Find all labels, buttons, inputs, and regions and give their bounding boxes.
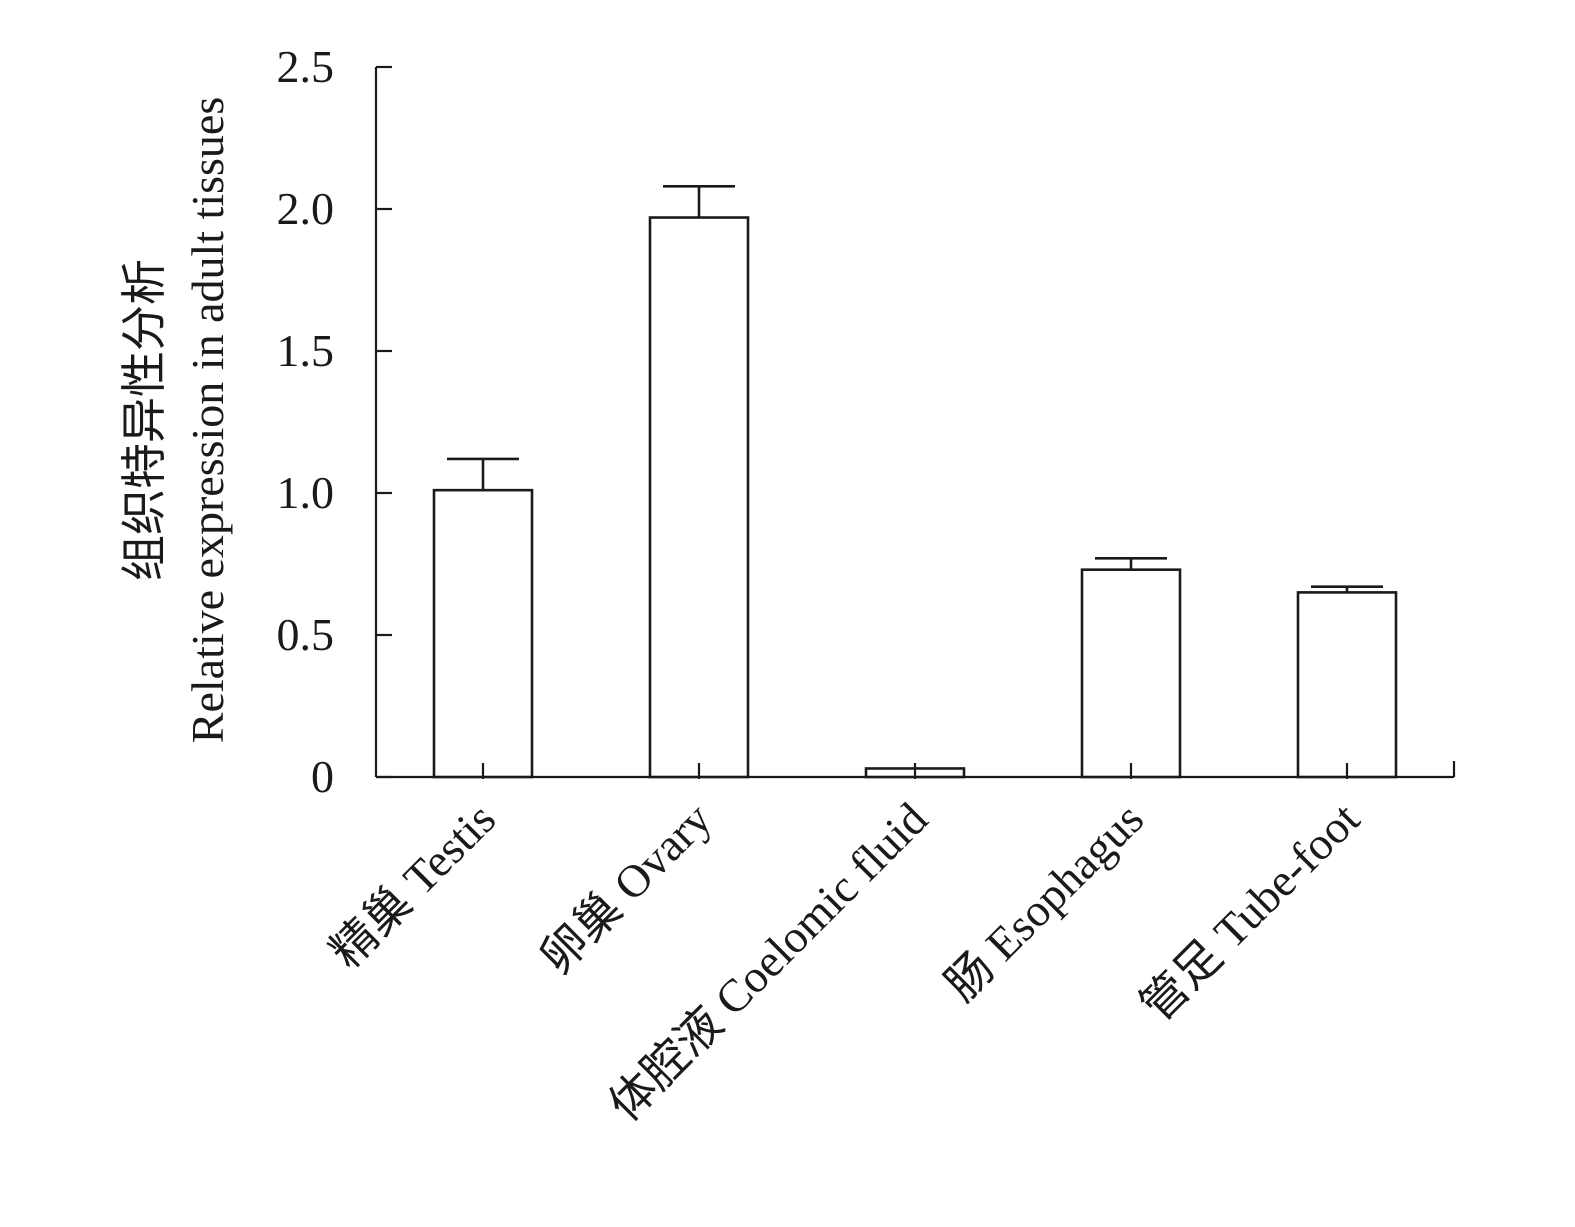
- bar: [1080, 568, 1182, 779]
- y-tick-label: 2.5: [277, 41, 335, 92]
- bars: [432, 184, 1398, 779]
- bar: [1296, 591, 1398, 779]
- x-tick-label: 肠 Esophagus: [935, 793, 1153, 1011]
- y-tick-label: 0.5: [277, 609, 335, 660]
- y-axis-label-chinese: 组织特异性分析: [119, 259, 170, 581]
- x-tick-label: 管足 Tube-foot: [1131, 793, 1369, 1031]
- y-ticks: 0 0.5 1.0 1.5 2.0 2.5: [277, 41, 392, 802]
- y-axis-label-english: Relative expression in adult tissues: [182, 97, 233, 743]
- y-axis-label-group: 组织特异性分析 Relative expression in adult tis…: [119, 97, 233, 743]
- y-tick-label: 1.0: [277, 467, 335, 518]
- y-tick-label: 1.5: [277, 325, 335, 376]
- bar: [432, 488, 534, 779]
- y-tick-label: 0: [311, 751, 334, 802]
- y-tick-label: 2.0: [277, 183, 335, 234]
- x-tick-label: 卵巢 Ovary: [531, 793, 722, 984]
- axes: [374, 67, 1456, 779]
- bar: [648, 216, 750, 779]
- x-tick-label: 精巢 Testis: [320, 793, 505, 978]
